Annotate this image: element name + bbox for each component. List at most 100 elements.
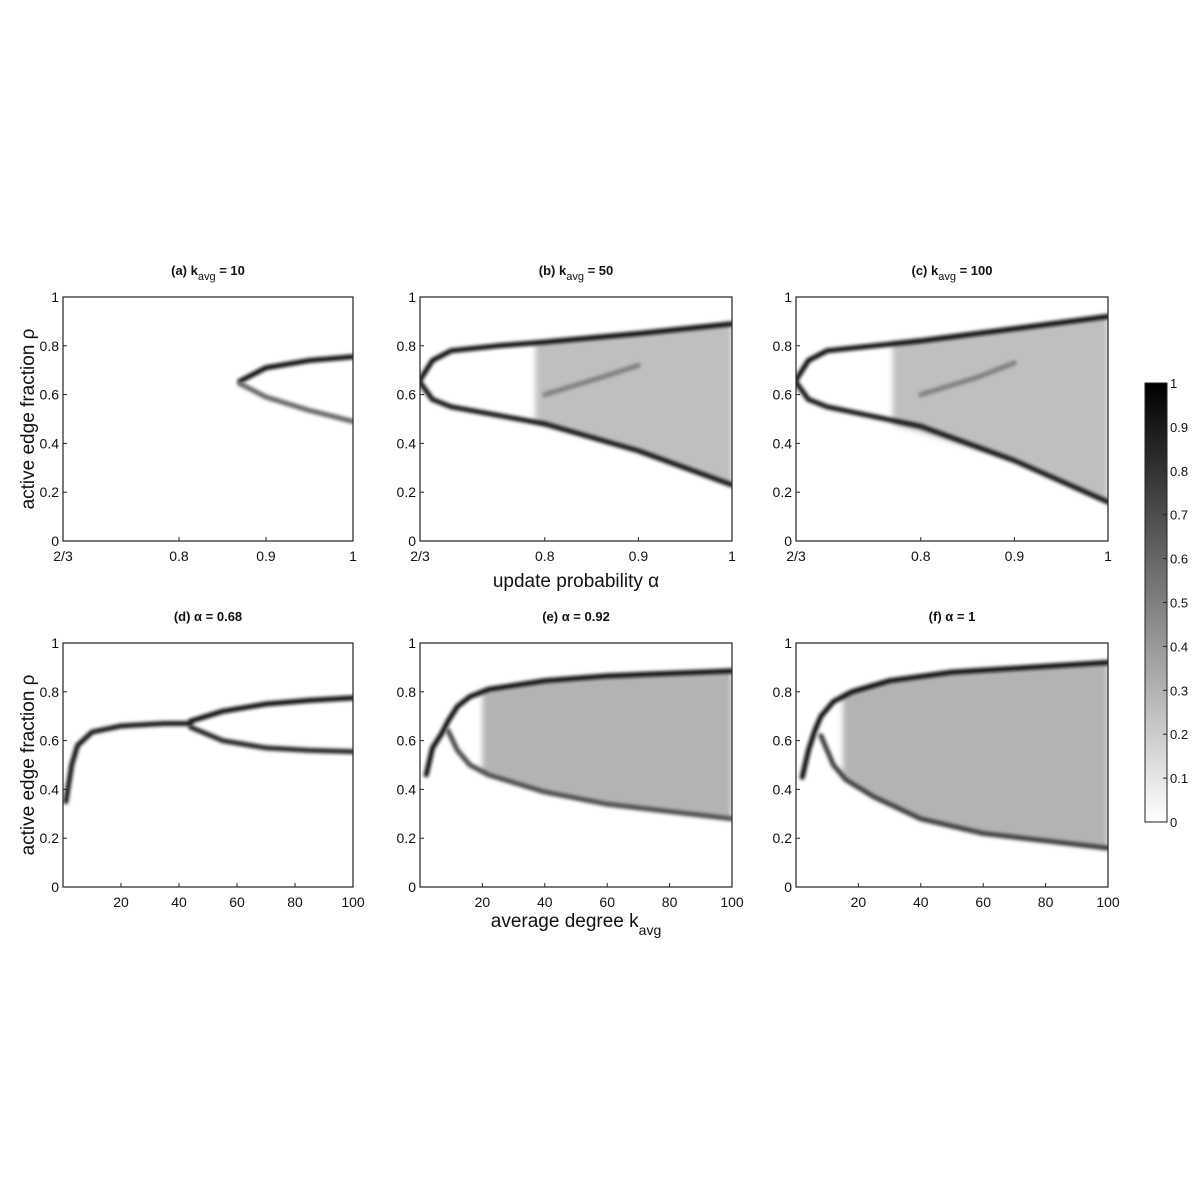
x-axis-label-bottom-main: average degree k [491, 911, 639, 932]
colorbar-tick-label: 0.8 [1170, 464, 1188, 479]
y-tick-label: 0.2 [40, 484, 60, 500]
y-tick-label: 0.2 [773, 484, 793, 500]
y-tick-label: 1 [51, 289, 59, 305]
axes-frame [62, 642, 354, 888]
y-tick-label: 0.4 [773, 435, 793, 451]
x-tick-label: 80 [1038, 894, 1054, 910]
y-tick-label: 0.2 [773, 830, 793, 846]
x-tick-label: 1 [728, 548, 736, 564]
colorbar: 0 0.1 0.2 0.3 0.4 0.5 0.6 0.7 0.8 0.9 1 [1144, 376, 1188, 830]
x-tick-label: 80 [662, 894, 678, 910]
y-tick-label: 0.8 [40, 338, 60, 354]
x-tick-label: 100 [1096, 894, 1120, 910]
bifurcation-branch [188, 695, 353, 724]
panel-title: (a) kavg = 10 [171, 263, 245, 283]
colorbar-tick-label: 0 [1170, 815, 1177, 830]
x-tick-label: 0.9 [629, 548, 649, 564]
x-tick-label: 2/3 [53, 548, 73, 564]
x-tick-label: 60 [599, 894, 615, 910]
panel-title-suffix: = 0.92 [570, 609, 610, 624]
bifurcation-branch [796, 314, 1108, 383]
y-tick-label: 0.4 [40, 781, 60, 797]
plot-area [63, 297, 353, 541]
y-tick-label: 0.4 [397, 435, 417, 451]
y-tick-label: 0.6 [40, 387, 60, 403]
x-tick-label: 20 [113, 894, 129, 910]
y-tick-label: 0.2 [397, 484, 417, 500]
plot-content [423, 668, 732, 822]
bifurcation-branch [237, 354, 353, 384]
x-tick-label: 0.9 [1005, 548, 1025, 564]
y-tick-label: 0 [784, 879, 792, 895]
panel-title: (e) α = 0.92 [542, 609, 610, 624]
y-tick-label: 0.8 [773, 338, 793, 354]
panel-title-prefix: (f) α [929, 609, 954, 624]
y-tick-label: 0.2 [397, 830, 417, 846]
x-tick-label: 80 [287, 894, 303, 910]
chaotic-region [842, 662, 1108, 848]
panel-d: (d) α = 0.68 0 0.2 0.4 0.6 0.8 1 20 40 60 80 100 [40, 609, 365, 910]
x-tick-label: 60 [229, 894, 245, 910]
y-tick-label: 0.6 [40, 733, 60, 749]
x-axis-label-bottom: average degree kavg [491, 911, 661, 938]
y-tick-label: 1 [784, 635, 792, 651]
bifurcation-branch [237, 381, 353, 424]
y-tick-label: 0.8 [397, 684, 417, 700]
x-tick-label: 60 [975, 894, 991, 910]
x-tick-label: 2/3 [786, 548, 806, 564]
bifurcation-branch [423, 668, 732, 778]
x-tick-label: 20 [851, 894, 867, 910]
panel-title: (c) kavg = 100 [912, 263, 993, 283]
axes-frame [419, 296, 733, 542]
x-tick-label: 100 [720, 894, 744, 910]
panel-title-prefix: (d) α [174, 609, 202, 624]
panel-title: (d) α = 0.68 [174, 609, 242, 624]
y-tick-label: 0 [408, 533, 416, 549]
y-tick-label: 0.6 [397, 733, 417, 749]
panel-title-prefix: (c) k [912, 263, 940, 278]
plot-content [63, 354, 353, 424]
plot-content [63, 695, 353, 805]
axes-frame [795, 296, 1109, 542]
panel-title-suffix: = 100 [956, 263, 993, 278]
x-tick-label: 20 [475, 894, 491, 910]
chaotic-region [482, 671, 732, 819]
y-tick-label: 1 [51, 635, 59, 651]
x-tick-label: 0.8 [911, 548, 931, 564]
x-tick-label: 0.8 [535, 548, 555, 564]
y-tick-label: 0.8 [40, 684, 60, 700]
axes-frame [795, 642, 1109, 888]
panel-title-prefix: (b) k [539, 263, 567, 278]
y-axis-label-top: active edge fraction ρ [18, 328, 39, 509]
bifurcation-branch [63, 721, 194, 805]
colorbar-tick-label: 0.2 [1170, 727, 1188, 742]
plot-content [799, 660, 1108, 851]
x-tick-label: 0.8 [169, 548, 189, 564]
x-tick-label: 1 [1104, 548, 1112, 564]
panel-title-prefix: (e) α [542, 609, 570, 624]
y-tick-label: 0 [51, 879, 59, 895]
y-tick-label: 1 [784, 289, 792, 305]
y-tick-label: 0.4 [397, 781, 417, 797]
y-tick-label: 0 [51, 533, 59, 549]
x-tick-label: 40 [171, 894, 187, 910]
panel-a: (a) kavg = 10 0 0.2 0.4 0.6 0.8 1 2/3 0.8 0.9 1 [40, 263, 358, 564]
bifurcation-branch [796, 379, 1108, 505]
y-tick-label: 0.4 [773, 781, 793, 797]
chaotic-region [535, 323, 732, 485]
y-tick-label: 0.6 [773, 733, 793, 749]
chaotic-region [892, 316, 1108, 502]
colorbar-tick-label: 0.7 [1170, 508, 1188, 523]
colorbar-tick-label: 0.6 [1170, 552, 1188, 567]
panel-title-suffix: = 10 [216, 263, 245, 278]
bifurcation-branch [918, 360, 1017, 398]
bifurcation-branch [420, 321, 732, 383]
colorbar-tick-label: 0.1 [1170, 771, 1188, 786]
y-tick-label: 0 [784, 533, 792, 549]
colorbar-tick-label: 0.3 [1170, 683, 1188, 698]
panel-e: (e) α = 0.92 0 0.2 0.4 0.6 0.8 1 20 40 60 80 100 [397, 609, 744, 910]
plot-area [63, 643, 353, 887]
y-tick-label: 0.4 [40, 435, 60, 451]
y-axis-label-bottom: active edge fraction ρ [18, 674, 39, 855]
colorbar-tick-label: 1 [1170, 376, 1177, 391]
